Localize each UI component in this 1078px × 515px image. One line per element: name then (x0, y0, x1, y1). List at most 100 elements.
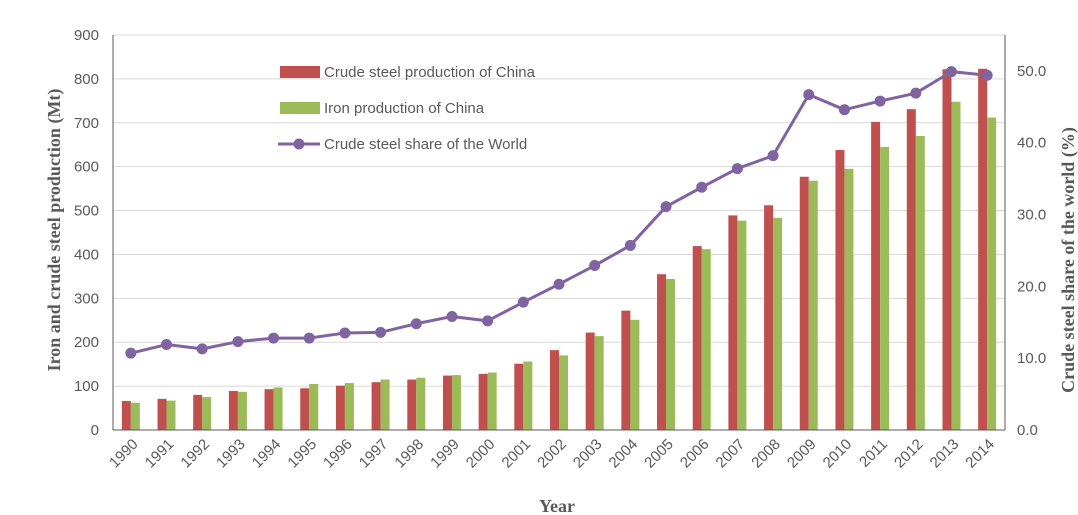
y2-tick-labels: 0.0 10.0 20.0 30.0 40.0 50.0 (1017, 63, 1046, 439)
share-point (910, 87, 922, 99)
bar-crude-steel (978, 68, 988, 431)
bar-iron (559, 355, 568, 430)
bar-iron (808, 180, 818, 430)
bar-iron (594, 336, 604, 430)
x-tick-label: 2009 (784, 436, 820, 472)
axes (112, 35, 1006, 431)
bar-iron (737, 220, 747, 430)
x-tick-label: 2008 (748, 436, 784, 472)
y-tick-label: 800 (74, 71, 99, 88)
x-tick-label: 2013 (927, 436, 963, 472)
bar-iron (880, 146, 890, 430)
bar-crude-steel (514, 363, 524, 430)
bar-crude-steel (871, 121, 881, 431)
share-point (803, 89, 815, 101)
x-tick-label: 1995 (284, 436, 320, 472)
x-tick-label: 2012 (891, 436, 927, 472)
bar-crude-steel (764, 205, 774, 430)
bar-iron (773, 218, 783, 430)
bar-crude-steel (193, 394, 203, 430)
y2-tick-label: 10.0 (1017, 350, 1046, 367)
bar-crude-steel (799, 176, 809, 430)
bar-iron (130, 402, 140, 430)
share-line (125, 66, 993, 359)
x-tick-label: 1997 (356, 436, 392, 472)
bar-iron (202, 397, 212, 430)
bar-crude-steel (300, 388, 310, 430)
x-tick-label: 2007 (713, 436, 749, 472)
share-point (767, 150, 779, 162)
x-tick-label: 2010 (820, 436, 856, 472)
bar-crude-steel (728, 215, 738, 430)
bar-crude-steel (157, 398, 167, 430)
x-tick-label: 2014 (962, 436, 998, 472)
bar-crude-steel (478, 373, 488, 430)
y-tick-label: 500 (74, 203, 99, 220)
legend-swatch-iron (280, 102, 320, 114)
bar-crude-steel (371, 382, 381, 430)
bar-iron (666, 279, 676, 430)
bar-crude-steel (585, 332, 595, 430)
bar-crude-steel (442, 375, 452, 430)
bar-crude-steel (121, 401, 131, 430)
bar-crude-steel (228, 390, 238, 430)
x-tick-label: 2000 (463, 436, 499, 472)
share-point (339, 327, 351, 339)
x-axis-title: Year (539, 496, 575, 515)
bar-iron (487, 372, 497, 430)
bar-iron (701, 249, 711, 430)
bar-iron (951, 101, 961, 430)
share-point (874, 95, 886, 107)
x-tick-label: 2005 (641, 436, 677, 472)
y-axis-title: Iron and crude steel production (Mt) (44, 89, 65, 372)
x-tick-label: 2001 (499, 436, 535, 472)
share-point (589, 260, 601, 272)
x-tick-label: 2006 (677, 436, 713, 472)
bar-crude-steel (657, 274, 667, 430)
bar-iron (273, 387, 283, 430)
bar-iron (380, 379, 390, 430)
share-point (375, 326, 387, 338)
share-point (303, 332, 315, 344)
bar-iron (416, 377, 426, 430)
x-tick-labels: 1990 1991 1992 1993 1994 1995 1996 1997 1998 1999… (106, 436, 998, 472)
bar-iron (344, 383, 354, 430)
share-point (660, 201, 672, 213)
x-tick-label: 1998 (391, 436, 427, 472)
bar-iron (915, 135, 925, 430)
bar-crude-steel (906, 109, 916, 430)
x-tick-label: 1994 (249, 436, 285, 472)
bar-iron (309, 383, 319, 430)
legend-swatch-crude-steel (280, 66, 320, 78)
bar-crude-steel (550, 350, 559, 430)
share-point (624, 239, 636, 251)
x-tick-label: 2011 (856, 436, 891, 471)
bar-iron (166, 400, 176, 430)
share-point (482, 315, 494, 327)
x-tick-label: 2002 (534, 436, 570, 472)
bar-crude-steel (407, 379, 417, 430)
y-tick-label: 900 (74, 27, 99, 44)
y2-tick-label: 50.0 (1017, 63, 1046, 80)
bar-iron (523, 361, 533, 430)
bar-crude-steel (835, 149, 845, 430)
bar-iron (987, 117, 997, 430)
bar-iron (451, 375, 461, 430)
x-tick-label: 1991 (142, 436, 178, 472)
share-point (696, 181, 708, 193)
y2-tick-label: 0.0 (1017, 422, 1038, 439)
legend-label-crude-steel: Crude steel production of China (324, 64, 536, 81)
y-tick-label: 600 (74, 159, 99, 176)
share-line-path (130, 70, 988, 355)
y-tick-label: 300 (74, 290, 99, 307)
y-tick-label: 0 (91, 422, 99, 439)
share-point (731, 163, 743, 175)
share-point (125, 347, 137, 359)
gridlines (113, 34, 1005, 387)
share-point (446, 311, 458, 323)
legend-label-iron: Iron production of China (324, 100, 485, 117)
bar-crude-steel (335, 385, 345, 430)
y2-tick-label: 30.0 (1017, 207, 1046, 224)
bar-iron (844, 168, 854, 430)
